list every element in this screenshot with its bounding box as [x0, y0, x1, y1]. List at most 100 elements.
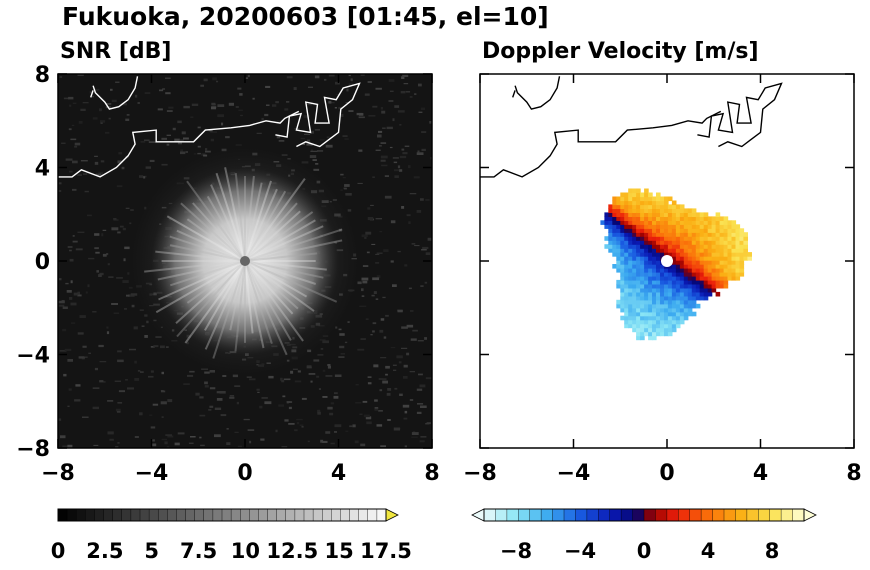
velocity-cell	[644, 248, 649, 253]
velocity-cell	[679, 252, 685, 257]
velocity-cell	[644, 216, 649, 221]
velocity-cell	[671, 299, 677, 305]
snr-speckle	[366, 251, 370, 254]
velocity-cell	[691, 283, 697, 289]
velocity-cell	[640, 303, 645, 309]
velocity-cell	[656, 303, 661, 309]
snr-speckle	[201, 368, 208, 370]
velocity-cell	[652, 216, 657, 221]
velocity-cell	[735, 224, 741, 229]
snr-speckle	[94, 367, 98, 371]
snr-ray	[244, 202, 298, 262]
snr-ray	[180, 202, 246, 262]
velocity-cell	[735, 260, 741, 265]
velocity-cell	[652, 319, 657, 325]
snr-ray	[244, 182, 263, 262]
colorbar-block	[712, 508, 725, 522]
snr-speckle	[427, 237, 432, 241]
colorbar-block	[367, 508, 378, 522]
velocity-cell	[723, 216, 729, 221]
snr-speckle	[65, 158, 73, 161]
velocity-cell	[632, 323, 637, 329]
velocity-cell	[648, 295, 653, 301]
velocity-cell	[628, 188, 633, 194]
colorbar-tick-label: −4	[564, 539, 596, 563]
velocity-cell	[723, 260, 729, 265]
velocity-cell	[691, 276, 697, 281]
velocity-cell	[719, 268, 725, 273]
colorbar-frame	[57, 508, 387, 522]
velocity-cell	[707, 283, 713, 289]
snr-ray	[155, 260, 246, 314]
velocity-cell	[707, 244, 713, 249]
snr-speckle	[243, 418, 250, 421]
snr-speckle	[160, 345, 165, 349]
velocity-cell	[707, 268, 713, 273]
velocity-cell	[636, 236, 641, 241]
velocity-cell	[683, 295, 689, 301]
velocity-cell	[731, 276, 737, 281]
snr-ray	[204, 260, 246, 331]
velocity-cell	[679, 240, 685, 245]
snr-speckle	[268, 375, 274, 379]
colorbar-block	[130, 508, 141, 522]
velocity-cell	[620, 264, 625, 269]
velocity-cell	[671, 264, 677, 269]
velocity-cell	[723, 240, 729, 245]
velocity-cell	[656, 224, 661, 229]
velocity-cell	[687, 287, 693, 293]
snr-speckle	[272, 104, 277, 107]
coastline-segment	[514, 76, 561, 110]
colorbar-block	[575, 508, 588, 522]
velocity-cell	[624, 276, 629, 281]
snr-speckle	[424, 281, 428, 284]
velocity-cell	[628, 283, 633, 289]
snr-speckle	[162, 88, 165, 90]
snr-speckle	[80, 160, 88, 162]
velocity-cell	[727, 224, 733, 229]
colorbar-tick-label: 0	[637, 539, 652, 563]
snr-speckle	[426, 422, 431, 425]
velocity-cell	[632, 327, 637, 333]
velocity-cell	[675, 303, 681, 309]
snr-speckle	[373, 364, 379, 368]
colorbar-block	[586, 508, 599, 522]
snr-speckle	[94, 247, 99, 250]
snr-speckle	[345, 193, 352, 196]
snr-speckle	[380, 357, 387, 359]
coastline-segment	[275, 82, 361, 148]
snr-speckle	[117, 231, 121, 234]
velocity-cell	[636, 244, 641, 249]
snr-speckle	[117, 402, 123, 404]
snr-speckle	[402, 404, 410, 408]
snr-speckle	[396, 355, 403, 359]
snr-speckle	[260, 438, 265, 441]
snr-speckle	[197, 145, 201, 148]
y-tick-label: −8	[16, 437, 50, 462]
snr-speckle	[345, 430, 349, 432]
velocity-cell	[640, 228, 645, 233]
velocity-cell	[731, 228, 737, 233]
velocity-cell	[691, 228, 697, 233]
velocity-cell	[735, 228, 741, 233]
snr-speckle	[247, 429, 255, 431]
snr-speckle	[288, 423, 295, 425]
snr-speckle	[139, 412, 143, 416]
snr-speckle	[95, 251, 100, 254]
velocity-cell	[644, 260, 649, 265]
velocity-cell	[664, 311, 669, 317]
snr-speckle	[143, 176, 146, 179]
velocity-cell	[652, 228, 657, 233]
snr-speckle	[123, 258, 126, 262]
velocity-cell	[731, 236, 737, 241]
snr-speckle	[276, 135, 281, 139]
velocity-cell	[667, 291, 673, 297]
velocity-cell	[620, 260, 625, 265]
velocity-cell	[664, 319, 669, 325]
snr-speckle	[167, 399, 173, 403]
snr-speckle	[75, 384, 81, 387]
snr-speckle	[374, 399, 378, 402]
velocity-cell	[660, 240, 665, 245]
velocity-cell	[735, 264, 741, 269]
